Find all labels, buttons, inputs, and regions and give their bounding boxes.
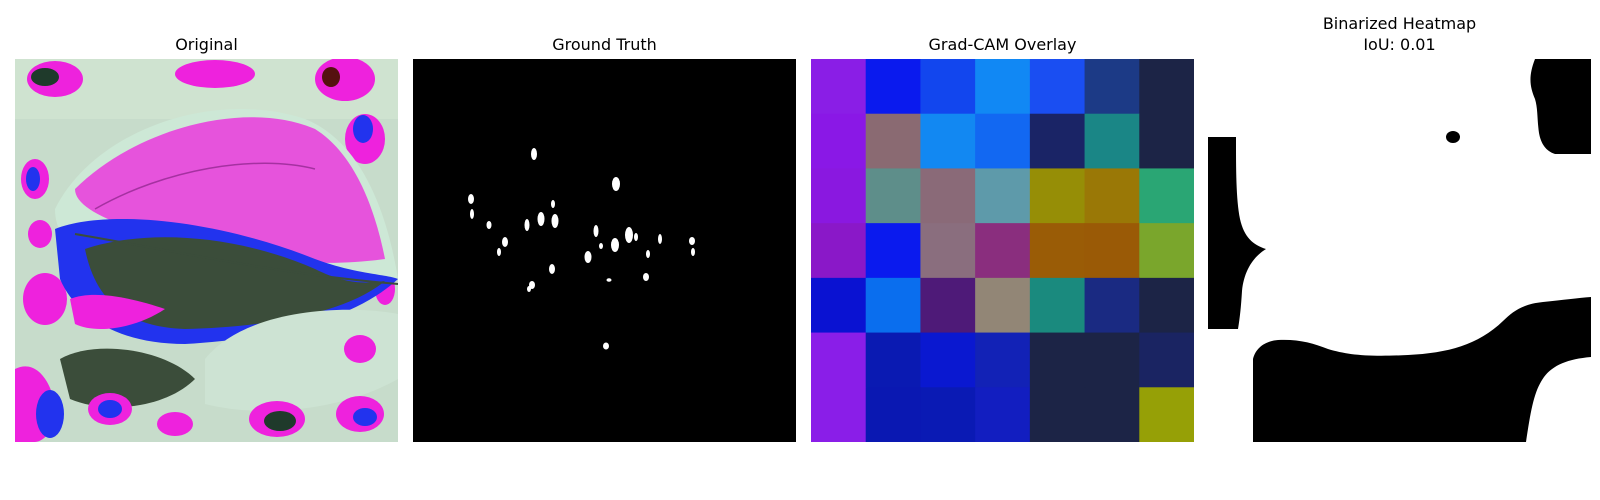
gradcam-cell xyxy=(975,387,1030,442)
gradcam-cell xyxy=(1085,223,1140,278)
ground-truth-title: Ground Truth xyxy=(413,34,796,55)
gradcam-cell xyxy=(811,114,866,169)
gradcam-cell xyxy=(811,278,866,333)
binarized-heatmap xyxy=(1208,59,1591,442)
gradcam-cell xyxy=(811,59,866,114)
gradcam-cell xyxy=(1085,114,1140,169)
gradcam-cell xyxy=(1030,114,1085,169)
original-image xyxy=(15,59,398,442)
gradcam-cell xyxy=(1030,333,1085,388)
gradcam-cell xyxy=(920,59,975,114)
gradcam-cell xyxy=(1030,223,1085,278)
gradcam-cell xyxy=(1139,168,1194,223)
gradcam-cell xyxy=(866,278,921,333)
gradcam-cell xyxy=(975,333,1030,388)
gradcam-cell xyxy=(1139,333,1194,388)
gradcam-cell xyxy=(1139,223,1194,278)
gradcam-cell xyxy=(866,168,921,223)
gradcam-cell xyxy=(920,387,975,442)
gradcam-cell xyxy=(1085,168,1140,223)
gradcam-cell xyxy=(1139,59,1194,114)
gradcam-cell xyxy=(920,168,975,223)
ground-truth-mask xyxy=(413,59,796,442)
gradcam-cell xyxy=(811,387,866,442)
gradcam-cell xyxy=(866,223,921,278)
gradcam-cell xyxy=(975,223,1030,278)
gradcam-cell xyxy=(1085,387,1140,442)
gradcam-cell xyxy=(1139,278,1194,333)
gradcam-cell xyxy=(1030,168,1085,223)
gradcam-cell xyxy=(866,333,921,388)
gradcam-cell xyxy=(1085,59,1140,114)
gradcam-cell xyxy=(1030,387,1085,442)
original-title: Original xyxy=(15,34,398,55)
gradcam-cell xyxy=(811,168,866,223)
gradcam-cell xyxy=(1139,114,1194,169)
gradcam-cell xyxy=(1085,333,1140,388)
gradcam-cell xyxy=(1085,278,1140,333)
gradcam-cell xyxy=(920,114,975,169)
binarized-title: Binarized Heatmap IoU: 0.01 xyxy=(1208,13,1591,55)
gradcam-cell xyxy=(975,114,1030,169)
gradcam-cell xyxy=(975,278,1030,333)
gradcam-cell xyxy=(811,333,866,388)
gradcam-cell xyxy=(866,59,921,114)
gradcam-title: Grad-CAM Overlay xyxy=(811,34,1194,55)
gradcam-cell xyxy=(1030,59,1085,114)
gradcam-cell xyxy=(1139,387,1194,442)
gradcam-cell xyxy=(811,223,866,278)
gradcam-cell xyxy=(975,59,1030,114)
gradcam-cell xyxy=(920,333,975,388)
gradcam-cell xyxy=(920,223,975,278)
gradcam-cell xyxy=(866,387,921,442)
gradcam-overlay xyxy=(811,59,1194,442)
gradcam-cell xyxy=(1030,278,1085,333)
gradcam-cell xyxy=(975,168,1030,223)
gradcam-cell xyxy=(920,278,975,333)
gradcam-cell xyxy=(866,114,921,169)
